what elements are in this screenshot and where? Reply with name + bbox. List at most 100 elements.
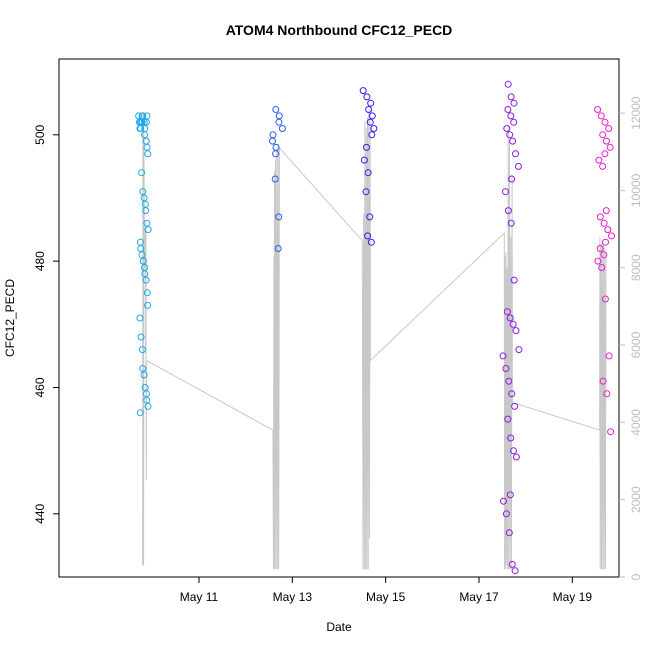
- data-point: [510, 447, 517, 455]
- data-point: [142, 207, 150, 215]
- data-point: [594, 106, 602, 113]
- data-point: [502, 365, 510, 372]
- data-point: [504, 207, 512, 215]
- data-point: [507, 112, 515, 120]
- data-point: [504, 106, 512, 113]
- y2-tick-label: 6000: [629, 331, 643, 358]
- x-axis-label: Date: [326, 620, 352, 634]
- data-point: [506, 314, 514, 322]
- data-point: [367, 99, 375, 107]
- data-point: [512, 453, 520, 461]
- data-point: [365, 106, 373, 113]
- data-point: [368, 112, 376, 120]
- data-point: [600, 219, 608, 227]
- y-axis-left: 440 460 480 500: [33, 124, 59, 524]
- data-point: [269, 137, 276, 145]
- data-point: [144, 150, 152, 158]
- data-point: [503, 125, 511, 132]
- data-point: [510, 276, 518, 284]
- data-point: [511, 402, 519, 410]
- y-tick-label: 440: [33, 503, 47, 523]
- y2-tick-label: 2000: [629, 486, 643, 513]
- data-point: [137, 245, 145, 252]
- data-point: [142, 276, 150, 284]
- y-tick-label: 500: [33, 124, 47, 144]
- data-point: [137, 333, 145, 341]
- data-point: [508, 560, 516, 568]
- data-point: [363, 143, 370, 151]
- x-tick-label: May 15: [366, 590, 406, 604]
- data-point: [608, 232, 615, 240]
- y2-tick-label: 4000: [629, 409, 643, 436]
- data-point: [507, 93, 515, 101]
- data-point: [505, 377, 513, 385]
- data-point: [512, 150, 519, 158]
- data-point: [136, 125, 144, 132]
- data-point: [510, 118, 518, 126]
- y-tick-label: 460: [33, 377, 47, 397]
- data-point: [508, 390, 516, 398]
- data-point: [272, 106, 280, 113]
- data-point: [594, 257, 602, 265]
- data-point: [362, 188, 370, 196]
- data-point: [143, 112, 151, 120]
- data-point: [274, 245, 282, 252]
- data-point: [360, 156, 368, 164]
- data-point: [136, 314, 144, 322]
- data-point: [367, 238, 375, 246]
- data-point: [275, 213, 283, 221]
- data-point: [599, 162, 607, 170]
- data-point: [603, 390, 611, 398]
- data-point: [364, 232, 372, 240]
- data-point: [600, 251, 608, 259]
- data-point: [601, 150, 609, 158]
- data-point: [506, 131, 514, 139]
- data-point: [144, 402, 152, 410]
- data-point: [605, 352, 613, 360]
- chart-title: ATOM4 Northbound CFC12_PECD: [226, 22, 453, 38]
- data-point: [602, 207, 610, 215]
- data-point: [143, 219, 151, 227]
- data-point: [599, 131, 607, 139]
- data-point: [601, 295, 609, 303]
- data-point: [507, 219, 515, 227]
- data-point: [500, 497, 507, 505]
- data-point: [368, 131, 376, 139]
- data-point: [508, 175, 516, 183]
- data-point: [507, 434, 515, 442]
- data-point: [144, 226, 152, 234]
- data-point: [509, 320, 517, 328]
- data-point: [595, 156, 603, 164]
- y-axis-right: 0 2000 4000 6000 8000 10000 12000: [619, 96, 643, 580]
- data-point: [509, 137, 517, 145]
- data-point: [596, 245, 604, 252]
- data-point: [597, 112, 605, 120]
- data-point: [141, 270, 149, 278]
- data-point: [136, 409, 144, 417]
- data-point: [138, 251, 146, 259]
- data-point: [271, 175, 279, 183]
- data-point: [138, 112, 146, 120]
- data-point: [272, 150, 280, 158]
- data-point: [504, 415, 512, 423]
- data-point: [606, 143, 614, 151]
- data-point: [504, 80, 512, 88]
- data-point: [510, 99, 518, 107]
- data-point: [607, 428, 615, 436]
- data-point: [366, 118, 374, 126]
- data-point: [599, 377, 607, 385]
- x-tick-label: May 19: [553, 590, 593, 604]
- x-tick-label: May 11: [180, 590, 219, 604]
- data-point: [141, 384, 149, 391]
- data-point: [506, 491, 514, 499]
- data-point: [139, 257, 147, 265]
- data-point: [363, 93, 371, 101]
- data-point: [601, 118, 609, 126]
- data-point: [139, 365, 147, 372]
- data-point: [596, 213, 604, 221]
- data-point: [604, 226, 612, 234]
- y-axis-label: CFC12_PECD: [3, 279, 17, 357]
- data-point: [143, 396, 151, 404]
- data-point: [275, 118, 283, 126]
